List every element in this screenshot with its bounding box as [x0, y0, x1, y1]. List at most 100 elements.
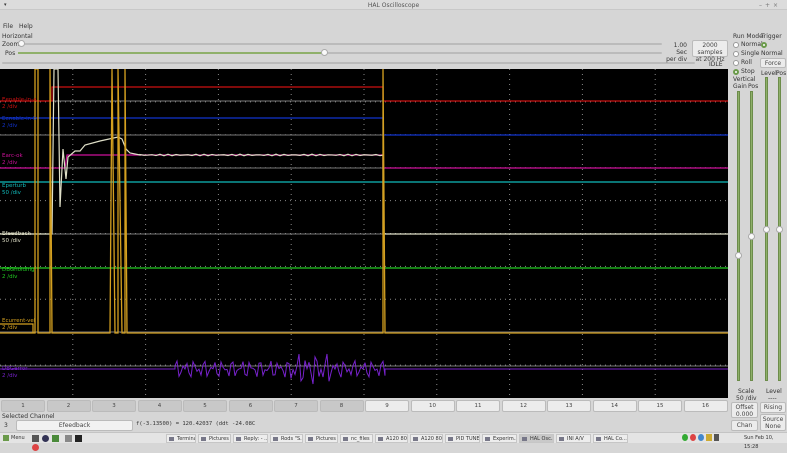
channel-label[interactable]: Efeedback 50 /div: [2, 231, 31, 245]
start-menu-button[interactable]: Menu: [3, 434, 25, 443]
vpos-label: Pos: [748, 83, 759, 90]
channel-label[interactable]: Earc-ok 2 /div: [2, 153, 23, 167]
scope-display[interactable]: Eenable-in-a 2 /div Eenable-in-b 2 /div Earc…: [0, 68, 728, 398]
chan-off-button[interactable]: Chan Off: [731, 420, 758, 439]
selected-channel-name[interactable]: Efeedback: [16, 420, 133, 431]
trigger-edge-button[interactable]: Rising: [760, 402, 786, 413]
channel-name: Efeedback: [2, 231, 31, 237]
channel-name: Earc-ok: [2, 153, 23, 159]
radio-label: Roll: [741, 59, 752, 66]
quick-launch-icons[interactable]: [32, 435, 92, 451]
radio-icon[interactable]: [733, 68, 739, 75]
channel-label[interactable]: Eenable-in-b 2 /div: [2, 116, 37, 130]
trigger-level-knob[interactable]: [763, 226, 770, 233]
radio-icon[interactable]: [733, 59, 739, 66]
channel-button-10[interactable]: 10: [410, 400, 455, 412]
trigger-pos-knob[interactable]: [776, 226, 783, 233]
taskbar-item[interactable]: Terminal: [166, 434, 196, 443]
channel-button-9[interactable]: 9: [365, 400, 409, 412]
vertical-pos-knob[interactable]: [748, 233, 755, 240]
channel-button-14[interactable]: 14: [592, 400, 637, 412]
maximize-button[interactable]: +: [764, 2, 773, 9]
gain-label: Gain: [733, 83, 747, 90]
channel-button-11[interactable]: 11: [456, 400, 500, 412]
channel-label[interactable]: Eperturb 50 /div: [2, 183, 26, 197]
taskbar-item[interactable]: Reply: - ...: [233, 434, 268, 443]
channel-button-8[interactable]: 8: [319, 400, 364, 412]
title-bar: ▾ HAL Oscilloscope –+×: [0, 0, 787, 10]
minimize-button[interactable]: –: [758, 2, 765, 9]
zoom-slider[interactable]: [20, 43, 662, 45]
channel-button-15[interactable]: 15: [638, 400, 682, 412]
channel-scale: 50 /div: [2, 238, 21, 244]
taskbar-item[interactable]: PID TUNE: [445, 434, 480, 443]
taskbar-item[interactable]: Rods "S...: [270, 434, 303, 443]
channel-button-5[interactable]: 5: [183, 400, 227, 412]
close-button[interactable]: ×: [772, 2, 781, 9]
channel-button-4[interactable]: 4: [137, 400, 182, 412]
trigger-mode-normal[interactable]: Normal: [761, 40, 787, 58]
radio-label: Single: [741, 50, 760, 57]
channel-name: DBGholding: [2, 267, 35, 273]
run-mode-stop[interactable]: Stop: [733, 67, 763, 76]
samples-button[interactable]: 2000 samples at 200 Hz: [692, 40, 728, 63]
run-mode-roll[interactable]: Roll: [733, 58, 763, 67]
clock: Sun Feb 10, 15:28: [744, 435, 774, 450]
pos-slider[interactable]: [18, 52, 662, 54]
taskbar-item[interactable]: A120 80...: [375, 434, 408, 443]
horizontal-label: Horizontal: [2, 33, 33, 40]
run-mode-single[interactable]: Single: [733, 49, 763, 58]
trace-feedback: [0, 68, 728, 235]
radio-icon[interactable]: [733, 50, 739, 57]
taskbar-item[interactable]: Pictures: [305, 434, 338, 443]
taskbar-item[interactable]: INI A/V: [556, 434, 591, 443]
radio-label: Normal: [741, 41, 763, 48]
channel-button-3[interactable]: 3: [92, 400, 136, 412]
channel-button-12[interactable]: 12: [501, 400, 546, 412]
channel-button-13[interactable]: 13: [547, 400, 591, 412]
channel-button-16[interactable]: 16: [683, 400, 728, 412]
taskbar-item[interactable]: HAL Co...: [593, 434, 628, 443]
channel-button-7[interactable]: 7: [274, 400, 318, 412]
taskbar-item[interactable]: Pictures: [198, 434, 231, 443]
menu-help[interactable]: Help: [19, 23, 33, 30]
channel-label[interactable]: Ecurrent-vel 2 /div: [2, 318, 35, 332]
taskbar-item[interactable]: Experim...: [482, 434, 517, 443]
trigger-source-button[interactable]: Source None: [760, 414, 786, 431]
radio-icon[interactable]: [761, 41, 767, 48]
channel-name: Eenable-in-b: [2, 116, 37, 122]
scale-label: Scale: [738, 388, 755, 395]
channel-scale: 2 /div: [2, 160, 18, 166]
trigger-label: Trigger: [761, 33, 782, 40]
channel-label[interactable]: Eenable-in-a 2 /div: [2, 97, 36, 111]
channel-button-6[interactable]: 6: [228, 400, 273, 412]
scope-traces: [0, 68, 728, 398]
offset-button[interactable]: Offset 0.000: [731, 402, 758, 418]
run-mode-normal[interactable]: Normal: [733, 40, 763, 49]
channel-label[interactable]: DBGerror 2 /div: [2, 366, 28, 380]
trace-error: [0, 353, 728, 385]
system-tray-icons[interactable]: [682, 434, 732, 442]
gain-slider[interactable]: [737, 91, 740, 381]
source-value: None: [765, 423, 781, 430]
force-button[interactable]: Force: [760, 58, 786, 68]
menu-bar: File Help: [3, 23, 39, 30]
status-text: IDLE: [709, 61, 723, 68]
channel-button-1[interactable]: 1: [1, 400, 45, 412]
gain-slider-knob[interactable]: [735, 252, 742, 259]
channel-readout: f(-3.13500) = 120.42037 (ddt -24.08C: [136, 421, 256, 427]
menu-file[interactable]: File: [3, 23, 14, 30]
window-menu-icon[interactable]: ▾: [4, 2, 7, 8]
radio-icon[interactable]: [733, 41, 739, 48]
taskbar-item[interactable]: HAL Osc...: [519, 434, 554, 443]
menu-label: Menu: [11, 435, 25, 441]
channel-scale: 2 /div: [2, 325, 18, 331]
taskbar-item[interactable]: A120 80...: [410, 434, 443, 443]
zoom-slider-knob[interactable]: [18, 40, 25, 47]
taskbar-item[interactable]: nc_files: [340, 434, 373, 443]
channel-button-2[interactable]: 2: [46, 400, 91, 412]
pos-slider-knob[interactable]: [321, 49, 328, 56]
channel-label[interactable]: DBGholding 2 /div: [2, 267, 35, 281]
trace-current-vel-step: [0, 323, 34, 333]
channel-scale: 2 /div: [2, 104, 18, 110]
